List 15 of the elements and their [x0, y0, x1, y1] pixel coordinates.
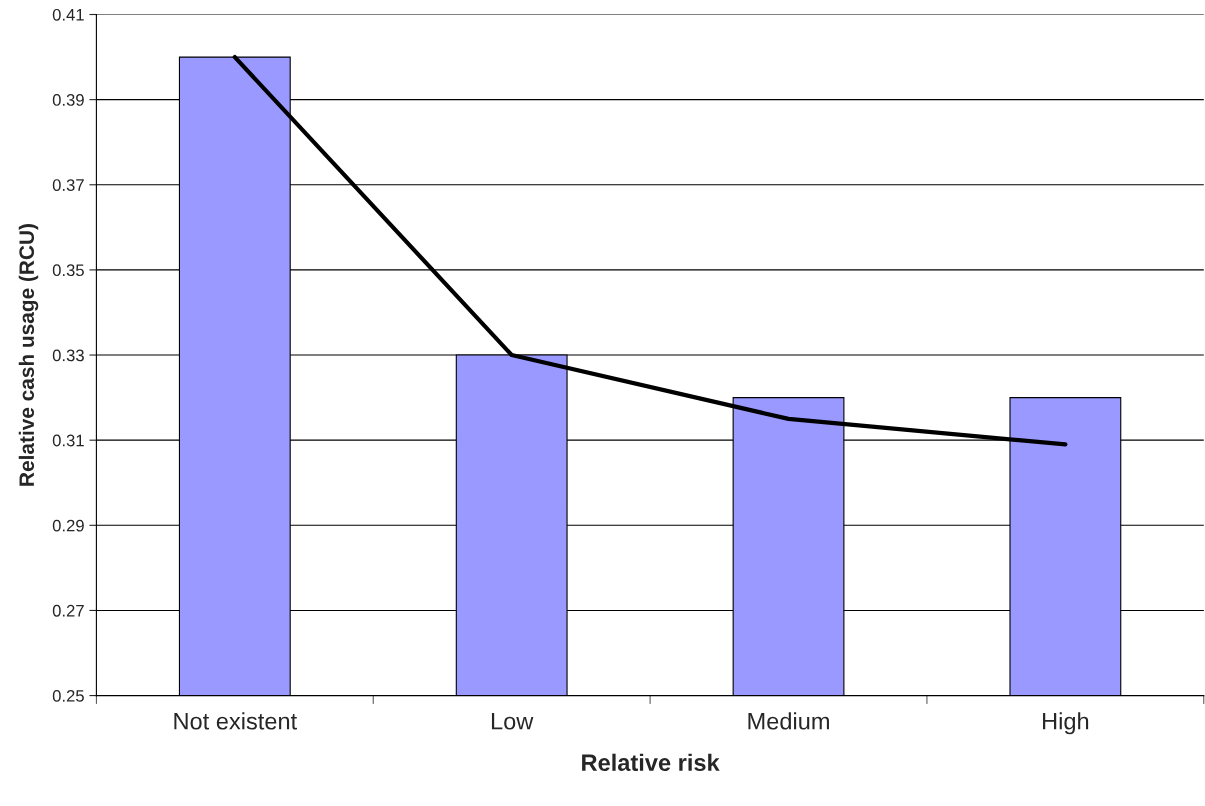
- x-tick-label: Low: [491, 713, 534, 730]
- y-tick-label: 0.35: [52, 264, 84, 277]
- y-tick-label: 0.29: [52, 519, 84, 532]
- y-tick-label: 0.41: [52, 8, 84, 21]
- y-tick-label: 0.25: [52, 689, 84, 702]
- y-tick-label: 0.27: [52, 604, 84, 617]
- y-tick-label: 0.39: [52, 94, 84, 106]
- x-tick-label: Medium: [748, 712, 829, 730]
- y-tick-label: 0.31: [52, 434, 84, 447]
- y-tick-label: 0.37: [52, 179, 84, 191]
- y-tick-label: 0.33: [52, 349, 84, 362]
- x-tick-label: High: [1043, 712, 1089, 735]
- x-axis-title: Relative risk: [582, 753, 720, 772]
- y-axis-title: Relative cash usage (RCU): [18, 224, 39, 486]
- x-tick-label: Not existent: [174, 712, 297, 730]
